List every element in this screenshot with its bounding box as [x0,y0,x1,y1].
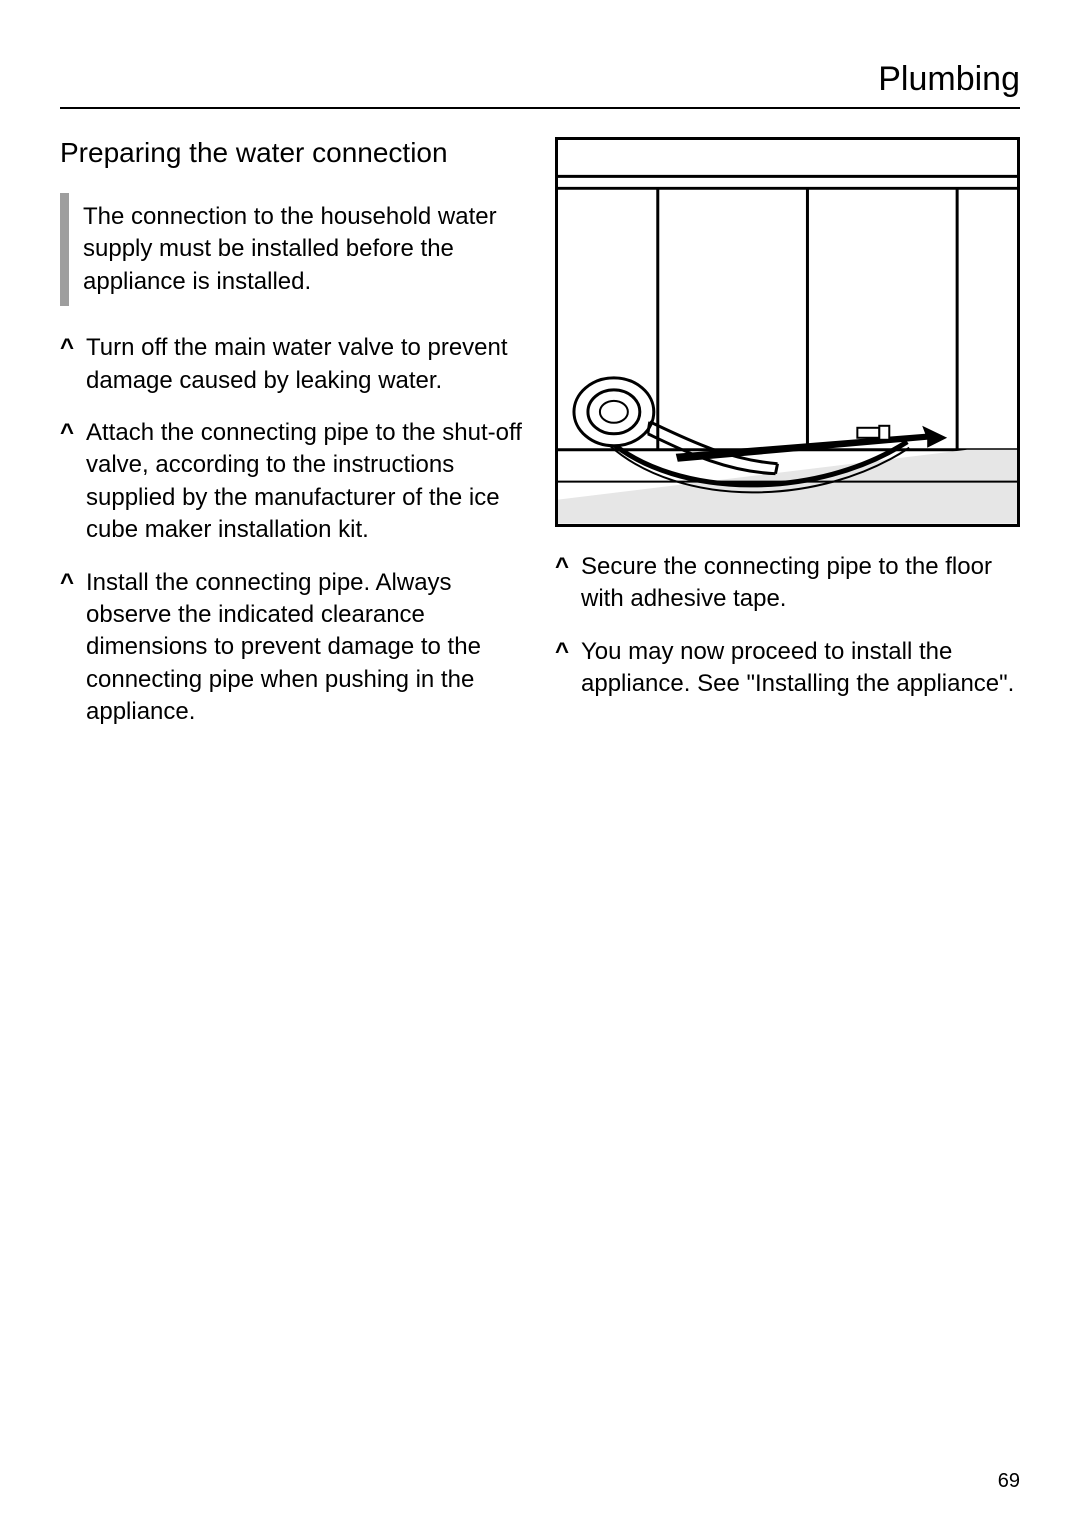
right-column: Secure the connecting pipe to the floor … [555,137,1020,748]
right-step-list: Secure the connecting pipe to the floor … [555,551,1020,701]
manual-page: Plumbing Preparing the water connection … [0,0,1080,1529]
page-number: 69 [998,1470,1020,1493]
pipe-tape-illustration [555,137,1020,527]
list-item: You may now proceed to install the appli… [555,636,1020,701]
list-item: Install the connecting pipe. Always obse… [60,567,525,729]
warning-callout: The connection to the household water su… [60,193,519,306]
illustration-svg [558,140,1017,524]
list-item: Secure the connecting pipe to the floor … [555,551,1020,616]
left-column: Preparing the water connection The conne… [60,137,525,748]
callout-text: The connection to the household water su… [83,201,507,298]
section-title: Preparing the water connection [60,137,525,169]
page-header: Plumbing [60,60,1020,109]
content-columns: Preparing the water connection The conne… [60,137,1020,748]
header-title: Plumbing [60,60,1020,99]
list-item: Turn off the main water valve to prevent… [60,332,525,397]
left-step-list: Turn off the main water valve to prevent… [60,332,525,728]
list-item: Attach the connecting pipe to the shut-o… [60,417,525,547]
